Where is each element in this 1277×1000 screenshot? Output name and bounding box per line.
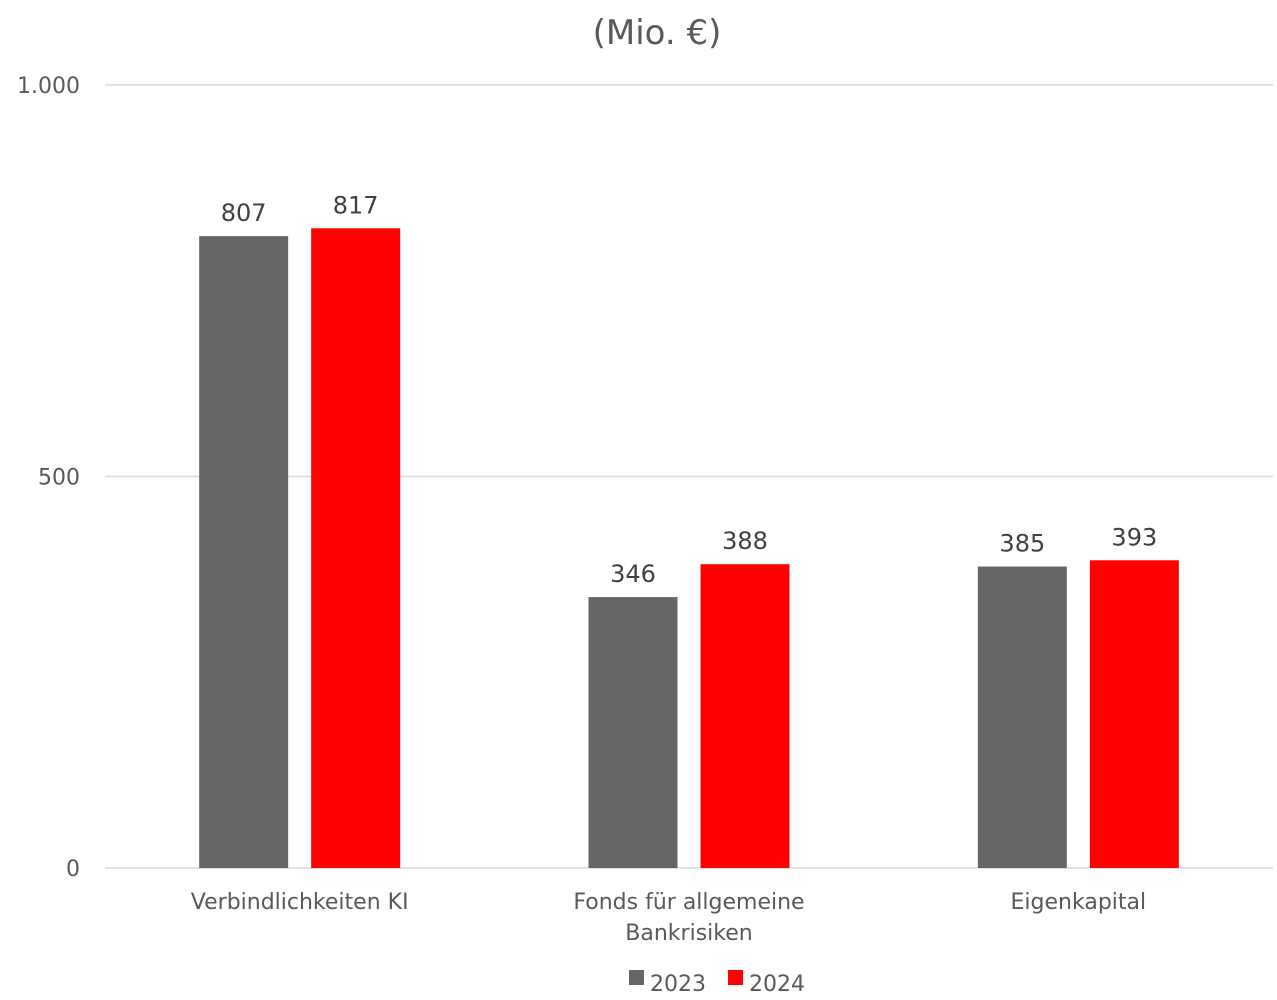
y-tick-label: 500 [38,466,80,491]
bar-2024 [700,564,790,868]
data-label: 388 [722,527,768,555]
data-label: 807 [221,199,267,227]
gridlines [105,84,1273,869]
y-tick-label: 0 [66,857,80,882]
bar-2024 [1089,560,1179,868]
chart-title: (Mio. €) [593,13,722,53]
data-labels: 807 817 346 388 385 393 [221,191,1157,588]
legend: 2023 2024 [629,970,805,997]
legend-label: 2024 [749,972,805,996]
bars [199,228,1179,868]
data-label: 393 [1111,523,1157,551]
data-label: 346 [610,560,656,588]
bar-2023 [588,597,678,868]
y-axis-ticks: 0 500 1.000 [17,74,80,882]
bar-2024 [311,228,401,868]
x-category-label: Fonds für allgemeine [573,890,804,915]
legend-swatch-2024 [728,970,743,985]
legend-label: 2023 [650,972,706,996]
x-category-label: Eigenkapital [1011,890,1147,915]
legend-swatch-2023 [629,970,644,985]
x-category-label: Verbindlichkeiten KI [191,890,409,915]
x-category-label: Bankrisiken [625,921,752,946]
data-label: 817 [333,191,379,219]
bar-2023 [977,566,1067,868]
x-axis-categories: Verbindlichkeiten KI Fonds für allgemeine… [191,890,1146,946]
bar-2023 [199,236,289,868]
data-label: 385 [999,530,1045,558]
y-tick-label: 1.000 [17,74,80,99]
